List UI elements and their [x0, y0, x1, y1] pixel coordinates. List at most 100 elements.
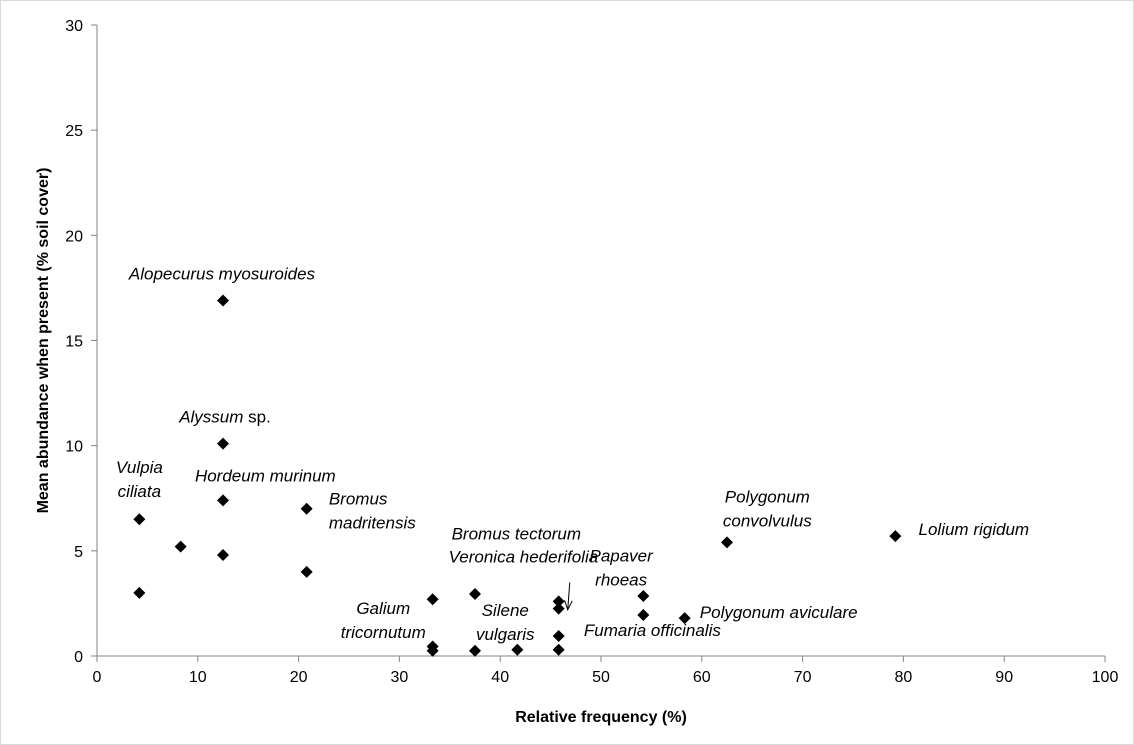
annotation-text: Bromus [329, 490, 388, 509]
y-tick-label: 0 [74, 649, 83, 666]
annotation-label: Polygonum aviculare [700, 603, 858, 622]
y-tick-label: 25 [65, 123, 83, 140]
y-tick-label: 20 [65, 228, 83, 245]
annotation: Bromus tectorum [452, 524, 581, 543]
data-point [300, 502, 313, 515]
data-point [426, 593, 439, 606]
tick-labels: 0 10 20 30 40 50 60 70 80 90 100 0 5 10 15 20 25 30 [65, 18, 1118, 686]
annotation-text: Papaver [589, 546, 654, 565]
annotation: Silene vulgaris [476, 601, 535, 644]
annotation: Galium tricornutum [341, 599, 426, 642]
data-point [511, 643, 524, 656]
annotation-text: convolvulus [723, 511, 812, 530]
annotation-text: vulgaris [476, 625, 535, 644]
annotation-label: Vulpia [116, 458, 163, 477]
annotation-label: Veronica hederifolia [449, 547, 599, 566]
annotation-label: Polygonum [725, 487, 810, 506]
annotation-label: madritensis [329, 514, 416, 533]
data-point [217, 294, 229, 307]
x-tick-label: 40 [491, 669, 509, 686]
data-point [552, 630, 565, 643]
x-tick-label: 90 [995, 669, 1013, 686]
annotation-text: ciliata [118, 482, 161, 501]
annotation: Alopecurus myosuroides [128, 265, 316, 284]
annotation-text: Fumaria officinalis [584, 621, 721, 640]
annotation-label: Bromus [329, 490, 388, 509]
y-tick-label: 15 [65, 334, 83, 351]
annotation-label: ciliata [118, 482, 161, 501]
annotation-text: Bromus tectorum [452, 524, 581, 543]
x-tick-label: 100 [1092, 669, 1119, 686]
data-point [426, 644, 439, 657]
x-tick-label: 70 [794, 669, 812, 686]
annotation-label: Bromus tectorum [452, 524, 581, 543]
data-point [174, 540, 187, 553]
annotation-label: Fumaria officinalis [584, 621, 721, 640]
data-point [217, 494, 229, 507]
data-point [889, 530, 902, 543]
data-point [217, 549, 229, 562]
annotation: Papaver rhoeas [589, 546, 654, 589]
x-tick-label: 30 [391, 669, 409, 686]
annotation-text: Alopecurus myosuroides [128, 265, 316, 284]
data-point [133, 513, 146, 526]
x-tick-label: 80 [895, 669, 913, 686]
data-point [637, 608, 650, 621]
annotation: Veronica hederifolia [449, 547, 599, 566]
data-point [552, 595, 565, 608]
data-point [678, 612, 691, 625]
annotation: Bromus madritensis [329, 490, 416, 533]
x-tick-label: 0 [93, 669, 102, 686]
annotation: Lolium rigidum [919, 520, 1030, 539]
data-point [721, 536, 733, 549]
arrow-shaft [567, 582, 571, 610]
data-point [469, 587, 481, 600]
data-point [552, 643, 565, 656]
annotation-label: Papaver [589, 546, 654, 565]
annotation-text: Silene [482, 601, 529, 620]
annotation-label: tricornutum [341, 623, 426, 642]
annotation-text: Vulpia [116, 458, 163, 477]
annotation-label: vulgaris [476, 625, 535, 644]
annotation-label: Silene [482, 601, 529, 620]
annotation-text: tricornutum [341, 623, 426, 642]
annotation-text: Polygonum aviculare [700, 603, 858, 622]
y-tick-label: 5 [74, 544, 83, 561]
y-axis-title: Mean abundance when present (% soil cove… [35, 168, 52, 514]
annotation-text: madritensis [329, 514, 416, 533]
annotation-label: Alyssum sp. [178, 408, 271, 427]
annotation: Vulpia ciliata [116, 458, 163, 501]
x-axis-title: Relative frequency (%) [515, 709, 687, 726]
y-tick-label: 10 [65, 439, 83, 456]
arrow-head [564, 600, 573, 612]
data-point [552, 602, 565, 615]
annotations: Alopecurus myosuroides Alyssum sp. Hordeum… [116, 265, 1029, 645]
y-tick-label: 30 [65, 18, 83, 35]
x-tick-label: 50 [592, 669, 610, 686]
annotation: Polygonum convolvulus [723, 487, 812, 530]
annotation: Alyssum sp. [178, 408, 271, 427]
data-point [469, 644, 481, 657]
data-point [133, 586, 146, 599]
annotation-label: convolvulus [723, 511, 812, 530]
annotation-label: Alopecurus myosuroides [128, 265, 316, 284]
annotation: Polygonum aviculare [700, 603, 858, 622]
annotation-arrow [564, 582, 573, 612]
data-point [637, 590, 650, 603]
annotation-text: Polygonum [725, 487, 810, 506]
annotation-label: rhoeas [595, 570, 647, 589]
annotation: Fumaria officinalis [584, 621, 721, 640]
annotation-text: rhoeas [595, 570, 647, 589]
x-tick-label: 10 [189, 669, 207, 686]
data-point [300, 565, 313, 578]
annotation-label: Galium [356, 599, 410, 618]
annotation: Hordeum murinum [195, 466, 336, 485]
axes [91, 24, 1106, 662]
annotation-text: Veronica hederifolia [449, 547, 599, 566]
annotation-label: Hordeum murinum [195, 466, 336, 485]
data-points [133, 294, 902, 657]
x-tick-label: 60 [693, 669, 711, 686]
x-tick-label: 20 [290, 669, 308, 686]
